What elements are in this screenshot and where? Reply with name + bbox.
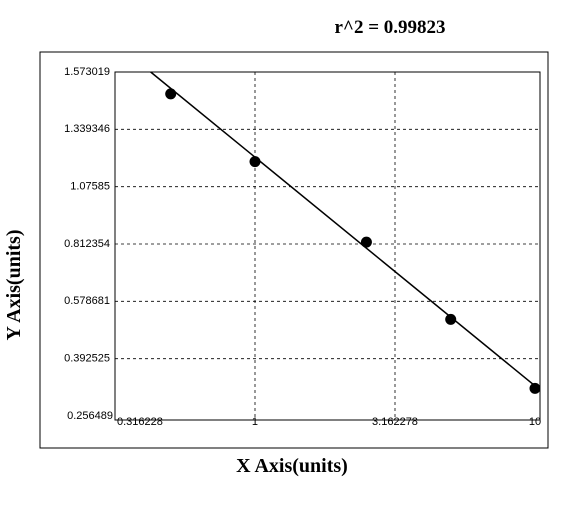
y-tick-label: 0.392525	[64, 353, 110, 365]
data-point	[445, 313, 457, 325]
y-axis-label: Y Axis(units)	[3, 230, 25, 341]
data-point	[360, 236, 372, 248]
y-tick-label: 0.812354	[64, 238, 110, 250]
y-tick-label: 1.07585	[70, 181, 110, 193]
frame	[39, 51, 549, 449]
plot-area	[114, 71, 541, 421]
data-point	[249, 156, 261, 168]
x-tick-label: 1	[252, 416, 258, 428]
y-tick-label: 1.339346	[64, 123, 110, 135]
data-point	[529, 382, 541, 394]
y-tick-label: 1.573019	[64, 66, 110, 78]
data-point	[165, 88, 177, 100]
chart-title: r^2 = 0.99823	[334, 17, 445, 38]
y-tick-label: 0.578681	[64, 295, 110, 307]
x-tick-label: 10	[529, 416, 541, 428]
x-axis-label: X Axis(units)	[236, 455, 348, 477]
y-tick-label: 0.256489	[67, 410, 113, 422]
fit-line	[150, 71, 536, 387]
x-tick-label: 0.316228	[117, 416, 163, 428]
x-tick-label: 3.162278	[372, 416, 418, 428]
